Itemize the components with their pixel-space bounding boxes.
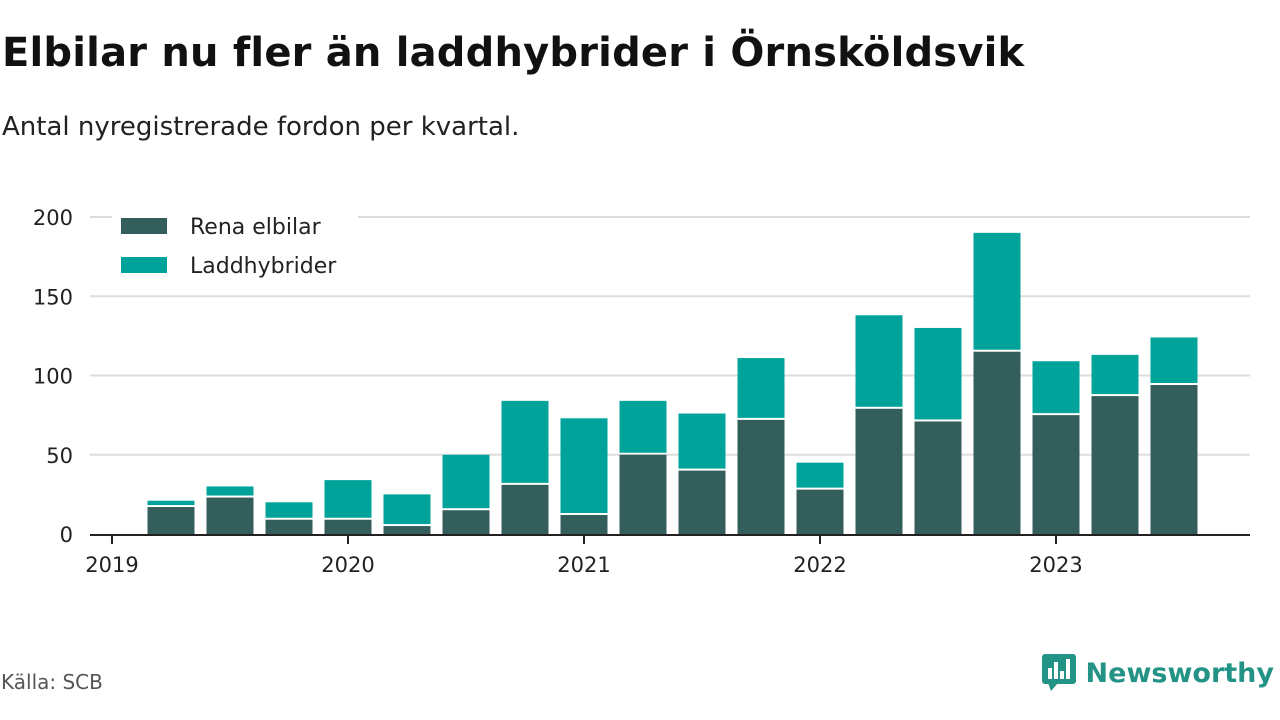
x-tick-label: 2019 bbox=[85, 553, 138, 577]
y-tick-label: 0 bbox=[60, 523, 73, 547]
bar-rena-elbilar-3 bbox=[324, 519, 372, 534]
bar-laddhybrider-8 bbox=[619, 400, 667, 453]
bar-laddhybrider-10 bbox=[737, 358, 785, 418]
bar-laddhybrider-13 bbox=[914, 327, 962, 420]
bars bbox=[147, 232, 1198, 534]
bar-rena-elbilar-7 bbox=[560, 514, 608, 534]
legend-label-laddhybrider: Laddhybrider bbox=[190, 254, 337, 279]
brand-name: Newsworthy bbox=[1085, 657, 1274, 689]
bar-rena-elbilar-14 bbox=[973, 351, 1021, 534]
bar-rena-elbilar-15 bbox=[1032, 415, 1080, 534]
legend-swatch-laddhybrider bbox=[121, 257, 167, 273]
bar-laddhybrider-12 bbox=[855, 315, 903, 407]
newsworthy-logo-icon bbox=[1041, 654, 1076, 691]
bar-laddhybrider-0 bbox=[147, 500, 195, 506]
bar-rena-elbilar-8 bbox=[619, 454, 667, 534]
bar-laddhybrider-17 bbox=[1150, 337, 1198, 384]
legend: Rena elbilar Laddhybrider bbox=[112, 205, 358, 295]
legend-label-rena-elbilar: Rena elbilar bbox=[190, 215, 322, 240]
y-tick-label: 150 bbox=[33, 285, 73, 309]
x-tick-label: 2022 bbox=[793, 553, 846, 577]
bar-rena-elbilar-10 bbox=[737, 419, 785, 534]
bar-laddhybrider-2 bbox=[265, 502, 313, 518]
x-tick-label: 2021 bbox=[557, 553, 610, 577]
bar-laddhybrider-16 bbox=[1091, 354, 1139, 395]
bar-laddhybrider-6 bbox=[501, 400, 549, 483]
brand-logo[interactable]: Newsworthy bbox=[1041, 654, 1274, 692]
bar-rena-elbilar-17 bbox=[1150, 385, 1198, 534]
bar-rena-elbilar-2 bbox=[265, 519, 313, 534]
bar-rena-elbilar-4 bbox=[383, 526, 431, 534]
y-tick-label: 50 bbox=[46, 444, 73, 468]
bar-laddhybrider-9 bbox=[678, 413, 726, 469]
bar-rena-elbilar-1 bbox=[206, 497, 254, 534]
bar-laddhybrider-3 bbox=[324, 480, 372, 518]
bar-laddhybrider-4 bbox=[383, 494, 431, 525]
bar-rena-elbilar-16 bbox=[1091, 396, 1139, 534]
bar-laddhybrider-15 bbox=[1032, 361, 1080, 414]
bar-laddhybrider-7 bbox=[560, 418, 608, 513]
x-tick-label: 2020 bbox=[321, 553, 374, 577]
chart-title: Elbilar nu fler än laddhybrider i Örnskö… bbox=[2, 30, 1025, 76]
bar-rena-elbilar-12 bbox=[855, 408, 903, 534]
y-tick-label: 100 bbox=[33, 365, 73, 389]
bar-rena-elbilar-9 bbox=[678, 470, 726, 534]
axes: 0 50 100 150 200 2019 2020 2021 2022 2023 bbox=[33, 206, 1250, 577]
bar-laddhybrider-14 bbox=[973, 232, 1021, 350]
bar-laddhybrider-1 bbox=[206, 486, 254, 496]
source-note: Källa: SCB bbox=[1, 670, 103, 694]
bar-rena-elbilar-5 bbox=[442, 510, 490, 534]
bar-rena-elbilar-6 bbox=[501, 484, 549, 534]
chart-subtitle: Antal nyregistrerade fordon per kvartal. bbox=[2, 112, 520, 142]
legend-swatch-rena-elbilar bbox=[121, 218, 167, 234]
bar-rena-elbilar-13 bbox=[914, 421, 962, 534]
bar-rena-elbilar-0 bbox=[147, 507, 195, 534]
stacked-bar-chart: 0 50 100 150 200 2019 2020 2021 2022 2023 Rena el… bbox=[33, 205, 1250, 577]
bar-rena-elbilar-11 bbox=[796, 489, 844, 534]
bar-laddhybrider-5 bbox=[442, 454, 490, 509]
y-tick-label: 200 bbox=[33, 206, 73, 230]
bar-laddhybrider-11 bbox=[796, 462, 844, 488]
x-tick-label: 2023 bbox=[1029, 553, 1082, 577]
